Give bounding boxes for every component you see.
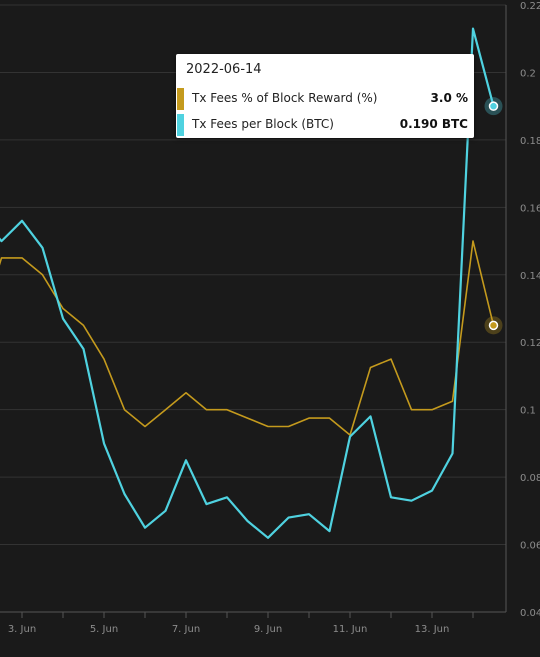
y-tick-label: 0.2 (520, 68, 536, 79)
tooltip-value-fee-percent: 3.0 % (430, 91, 468, 105)
tooltip-swatch-fee-percent (177, 88, 184, 110)
tooltip-date: 2022-06-14 (186, 62, 262, 77)
y-tick-label: 0.12 (520, 338, 540, 349)
tooltip-value-fee-btc: 0.190 BTC (399, 117, 468, 131)
x-tick-label: 9. Jun (254, 624, 282, 635)
y-tick-label: 0.1 (520, 406, 536, 417)
y-tick-label: 0.22 (520, 1, 540, 12)
series-lines (0, 27, 495, 539)
y-tick-label: 0.06 (520, 541, 540, 552)
y-tick-label: 0.18 (520, 136, 540, 147)
tooltip-label-fee-percent: Tx Fees % of Block Reward (%) (192, 91, 378, 105)
series-line-fee-btc (0, 27, 495, 539)
x-tick-label: 13. Jun (415, 624, 450, 635)
tooltip-label-fee-btc: Tx Fees per Block (BTC) (192, 117, 334, 131)
hover-point-fee-btc (488, 101, 499, 111)
x-tick-label: 3. Jun (8, 624, 36, 635)
tooltip-swatch-fee-btc (177, 114, 184, 136)
x-tick-label: 11. Jun (333, 624, 368, 635)
x-tick-label: 5. Jun (90, 624, 118, 635)
y-tick-label: 0.16 (520, 203, 540, 214)
x-tick-label: 7. Jun (172, 624, 200, 635)
y-tick-label: 0.14 (520, 271, 540, 282)
y-tick-label: 0.04 (520, 608, 540, 619)
hover-point-fee-percent (488, 320, 499, 331)
y-tick-label: 0.08 (520, 473, 540, 484)
tooltip-row-fee-percent: Tx Fees % of Block Reward (%) 3.0 % (176, 86, 474, 110)
tooltip-row-fee-btc: Tx Fees per Block (BTC) 0.190 BTC (176, 112, 474, 136)
tooltip: 2022-06-14 Tx Fees % of Block Reward (%)… (176, 54, 474, 138)
axes: 0.22 0.2 0.18 0.16 0.14 0.12 0.1 0.08 0.06 0.04 3.… (0, 1, 540, 635)
series-line-fee-percent (0, 240, 495, 436)
hover-markers (484, 97, 503, 335)
